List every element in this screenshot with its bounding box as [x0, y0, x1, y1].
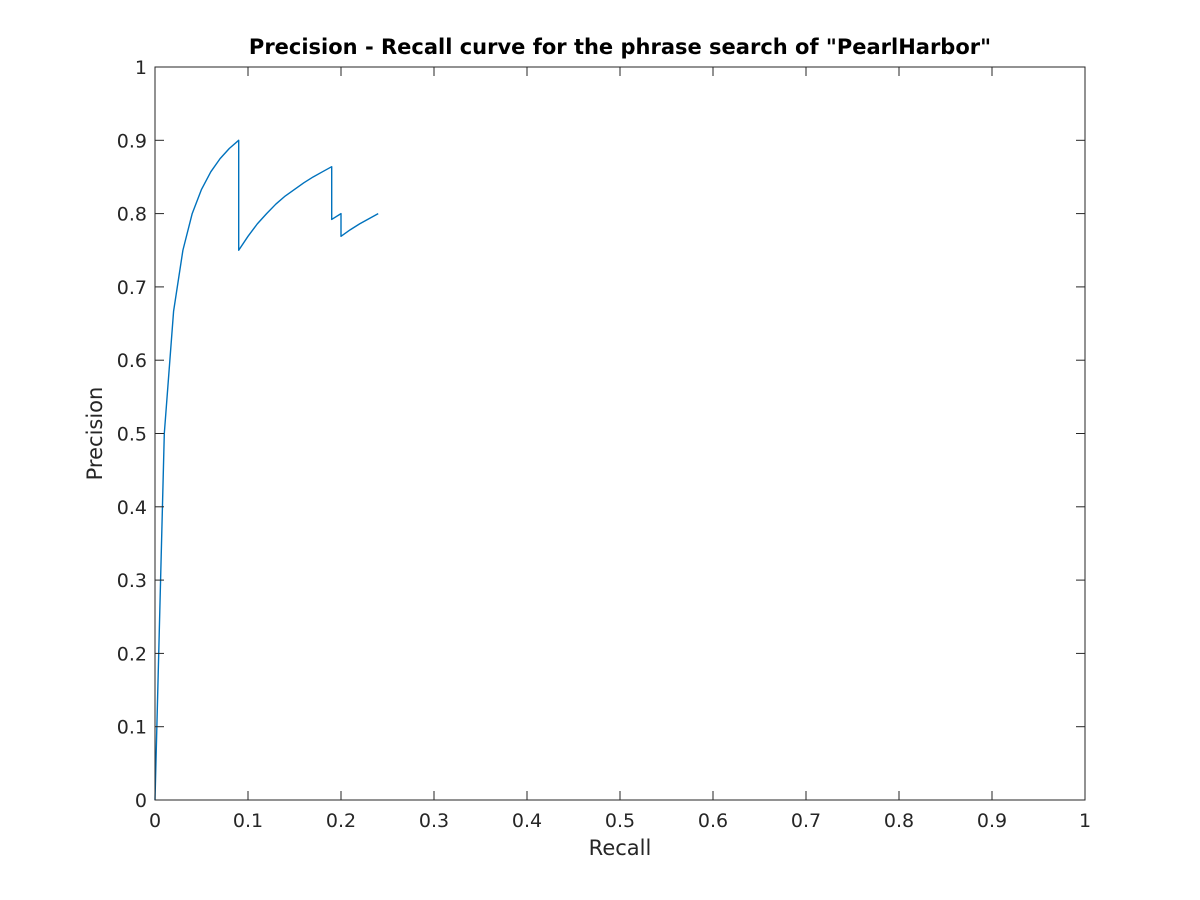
y-axis-ticks: 0 0.1 0.2 0.3 0.4 0.5 0.6 0.7 0.8 0.9 1 — [117, 57, 1085, 812]
x-tick-label: 0.7 — [791, 810, 821, 832]
y-tick-label: 1 — [135, 57, 147, 79]
x-tick-label: 0 — [149, 810, 161, 832]
x-tick-label: 0.2 — [326, 810, 356, 832]
chart-title: Precision - Recall curve for the phrase … — [249, 35, 991, 59]
x-tick-label: 0.3 — [419, 810, 449, 832]
x-axis-label: Recall — [589, 836, 652, 860]
y-tick-label: 0.4 — [117, 497, 147, 519]
x-axis-ticks: 0 0.1 0.2 0.3 0.4 0.5 0.6 0.7 0.8 0.9 1 — [149, 67, 1091, 832]
y-tick-label: 0.2 — [117, 643, 147, 665]
y-tick-label: 0.9 — [117, 130, 147, 152]
y-tick-label: 0.8 — [117, 204, 147, 226]
y-tick-label: 0.7 — [117, 277, 147, 299]
x-tick-label: 0.1 — [233, 810, 263, 832]
x-tick-label: 0.5 — [605, 810, 635, 832]
x-tick-label: 0.9 — [977, 810, 1007, 832]
series-layer — [154, 139, 379, 801]
y-tick-label: 0.5 — [117, 424, 147, 446]
x-tick-label: 0.6 — [698, 810, 728, 832]
x-tick-label: 1 — [1079, 810, 1091, 832]
y-tick-label: 0 — [135, 790, 147, 812]
y-axis-label: Precision — [83, 387, 107, 481]
plot-area — [155, 67, 1085, 800]
y-tick-label: 0.1 — [117, 717, 147, 739]
y-tick-label: 0.3 — [117, 570, 147, 592]
x-tick-label: 0.4 — [512, 810, 542, 832]
y-tick-label: 0.6 — [117, 350, 147, 372]
series-line-0 — [154, 139, 379, 801]
x-tick-label: 0.8 — [884, 810, 914, 832]
